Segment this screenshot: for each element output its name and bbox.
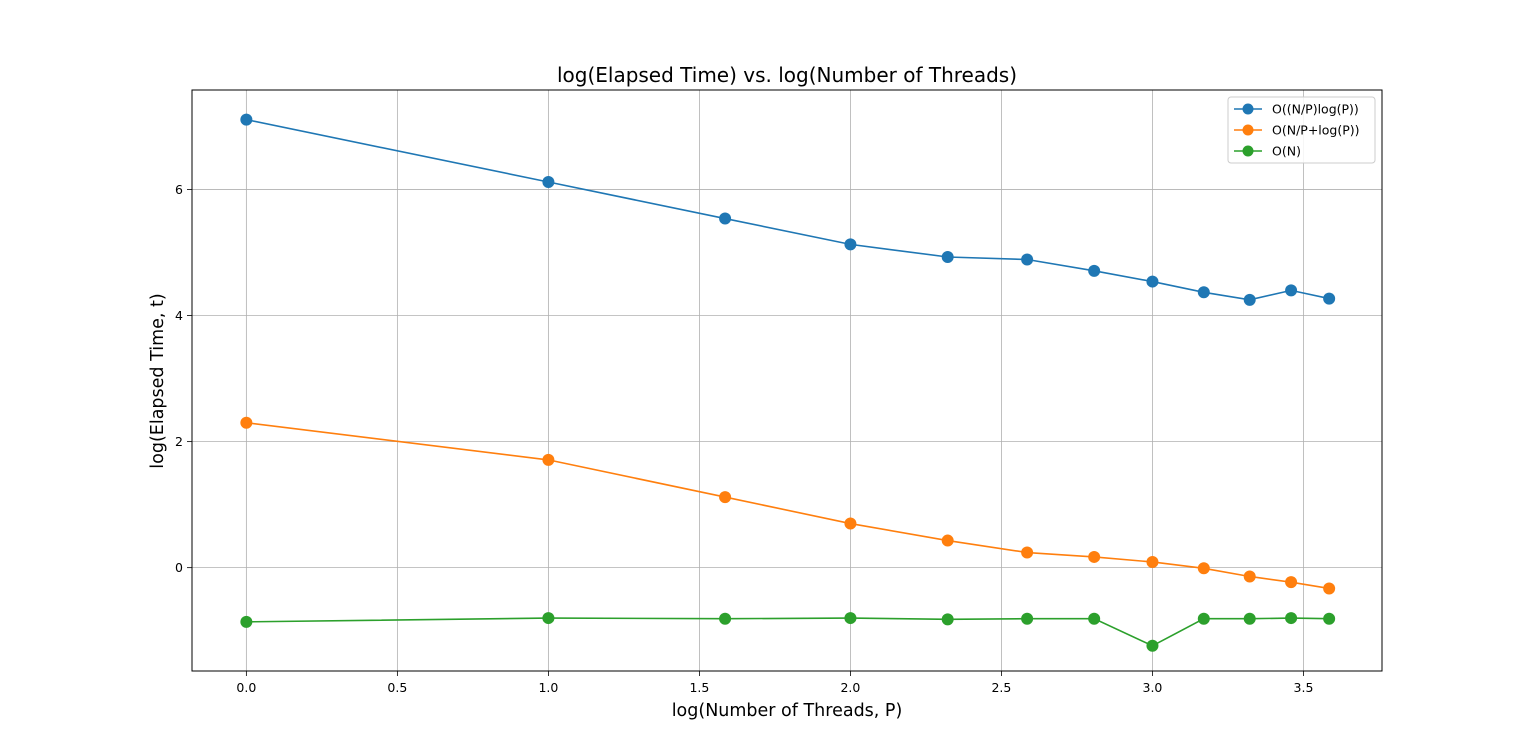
y-tick-label: 2 [175,434,183,449]
series-3-point [1146,639,1159,652]
series-3-point [1323,612,1336,625]
legend-label: O((N/P)log(P)) [1272,102,1359,117]
series-3-point [1197,612,1210,625]
series-2 [240,416,1336,595]
y-tick-label: 0 [175,560,183,575]
series-1-point [240,113,253,126]
series-3 [240,612,1336,652]
series-2-point [240,416,253,429]
ticks: 0.0 0.5 1.0 1.5 2.0 2.5 3.0 3.5 0 2 4 6 [175,182,1313,695]
x-tick-label: 3.0 [1143,680,1163,695]
x-tick-label: 2.5 [991,680,1011,695]
series-3-line [246,617,1330,647]
series-3-point [240,615,253,628]
series-1-point [941,250,954,263]
series-2-point [1088,550,1101,563]
x-axis-label: log(Number of Threads, P) [672,701,903,721]
legend-item: O(N/P+log(P)) [1234,123,1360,138]
legend-marker [1242,103,1254,115]
x-tick-label: 0.5 [387,680,407,695]
series-2-point [1146,555,1159,568]
x-tick-label: 1.5 [689,680,709,695]
series-3-point [844,612,857,625]
y-tick-label: 6 [175,182,183,197]
series-3-point [1285,612,1298,625]
series-1-point [1323,292,1336,305]
series-3-point [1243,612,1256,625]
chart-title: log(Elapsed Time) vs. log(Number of Thre… [557,63,1017,87]
series-3-point [1021,612,1034,625]
series-2-line [246,421,1330,590]
series-1 [240,113,1336,306]
series-2-point [719,491,732,504]
legend-item: O(N) [1234,144,1301,159]
series-2-point [542,453,555,466]
plot-frame [191,89,1383,672]
series-1-point [844,238,857,251]
series-1-point [1243,293,1256,306]
legend-marker [1242,145,1254,157]
series-1-point [1285,284,1298,297]
series-1-point [1088,264,1101,277]
series-1-point [719,212,732,225]
series-2-point [1021,546,1034,559]
series-2-point [941,534,954,547]
x-tick-label: 3.5 [1294,680,1314,695]
series-group [240,113,1336,652]
x-tick-label: 0.0 [236,680,256,695]
series-1-point [542,176,555,189]
series-1-point [1146,275,1159,288]
legend-label: O(N) [1272,144,1301,159]
series-3-point [542,612,555,625]
series-1-line [246,118,1330,301]
legend-item: O((N/P)log(P)) [1234,102,1359,117]
legend: O((N/P)log(P)) O(N/P+log(P)) O(N) [1227,96,1376,164]
series-2-point [1323,582,1336,595]
x-tick-label: 1.0 [538,680,558,695]
series-3-point [941,613,954,626]
series-1-point [1021,253,1034,266]
legend-label: O(N/P+log(P)) [1272,123,1360,138]
y-axis-label: log(Elapsed Time, t) [148,293,168,468]
series-2-point [1285,576,1298,589]
series-2-point [1243,570,1256,583]
y-tick-label: 4 [175,308,183,323]
legend-marker [1242,124,1254,136]
series-3-point [1088,612,1101,625]
series-1-point [1197,286,1210,299]
x-tick-label: 2.0 [840,680,860,695]
legend-box [1227,96,1376,164]
series-2-point [1197,562,1210,575]
series-3-point [719,612,732,625]
series-2-point [844,517,857,530]
